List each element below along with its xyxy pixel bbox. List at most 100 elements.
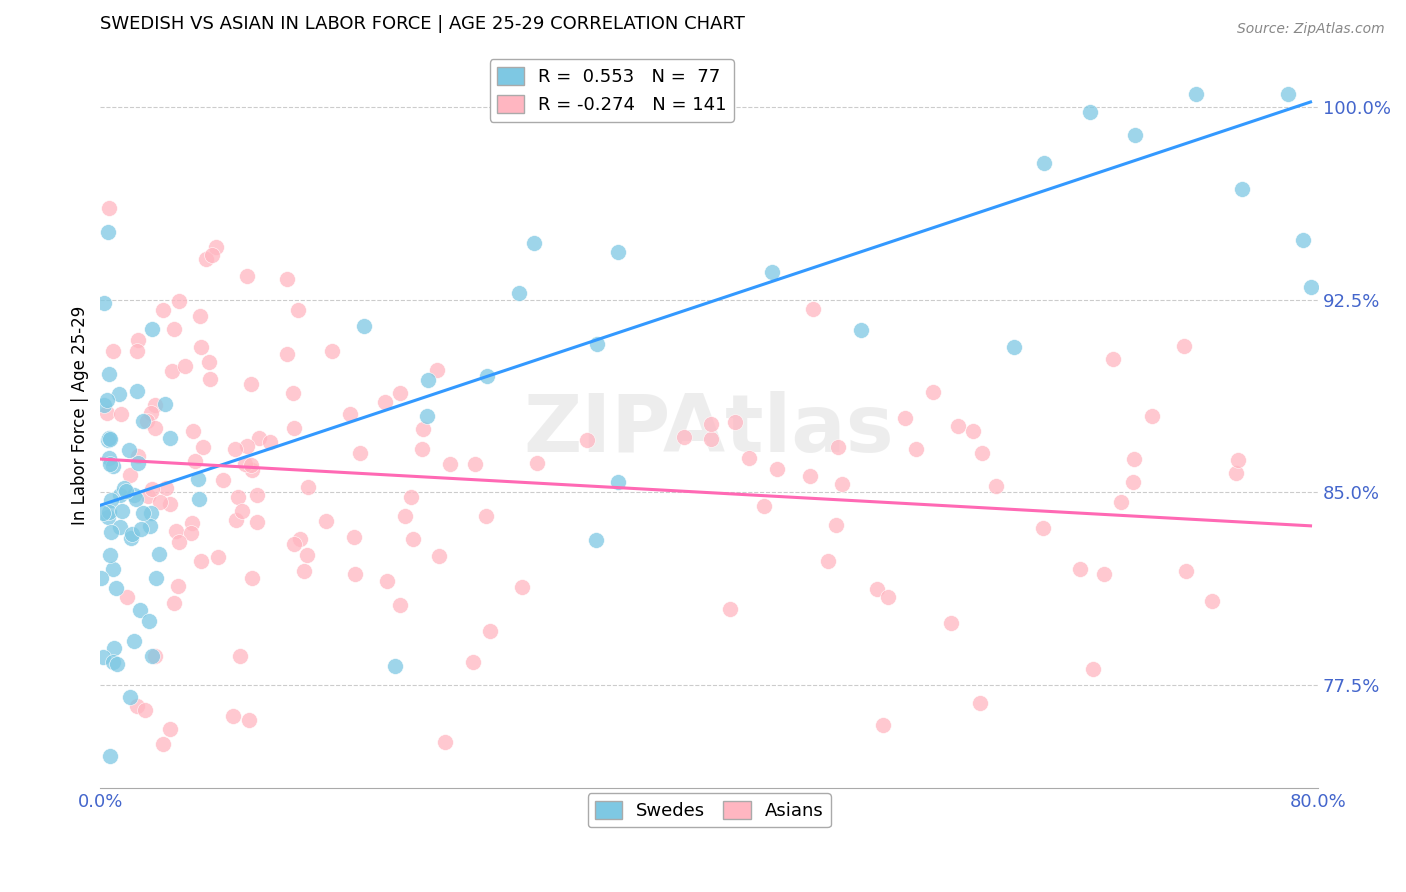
Point: [163, 596, 186, 610]
Point: [433, 734, 456, 748]
Point: [290, 533, 312, 547]
Point: [418, 373, 440, 387]
Point: [159, 431, 181, 445]
Point: [905, 442, 928, 457]
Point: [718, 602, 741, 616]
Point: [240, 376, 263, 391]
Point: [162, 322, 184, 336]
Point: [247, 431, 270, 445]
Point: [96, 434, 118, 448]
Point: [169, 534, 191, 549]
Point: [127, 384, 149, 398]
Point: [831, 477, 853, 491]
Point: [112, 481, 135, 495]
Point: [969, 696, 991, 710]
Point: [167, 294, 190, 309]
Point: [426, 362, 449, 376]
Point: [149, 494, 172, 508]
Point: [801, 301, 824, 316]
Point: [132, 506, 155, 520]
Point: [1173, 339, 1195, 353]
Point: [98, 749, 121, 764]
Y-axis label: In Labor Force | Age 25-29: In Labor Force | Age 25-29: [72, 306, 89, 525]
Point: [90, 571, 112, 585]
Point: [586, 336, 609, 351]
Point: [111, 504, 134, 518]
Point: [240, 571, 263, 585]
Point: [191, 440, 214, 454]
Point: [388, 599, 411, 613]
Point: [139, 506, 162, 520]
Point: [399, 490, 422, 504]
Point: [141, 406, 163, 420]
Point: [181, 516, 204, 530]
Legend: Swedes, Asians: Swedes, Asians: [588, 794, 831, 827]
Point: [127, 450, 149, 464]
Point: [121, 527, 143, 541]
Point: [941, 615, 963, 630]
Point: [141, 322, 163, 336]
Point: [315, 514, 337, 528]
Point: [141, 649, 163, 664]
Point: [100, 433, 122, 447]
Point: [416, 409, 439, 423]
Point: [228, 490, 250, 504]
Point: [238, 714, 260, 728]
Point: [129, 522, 152, 536]
Point: [98, 431, 121, 445]
Point: [1185, 87, 1208, 102]
Point: [866, 582, 889, 596]
Point: [152, 737, 174, 751]
Point: [477, 369, 499, 384]
Point: [1123, 452, 1146, 467]
Point: [1140, 409, 1163, 424]
Point: [239, 458, 262, 472]
Point: [281, 386, 304, 401]
Point: [1226, 453, 1249, 467]
Point: [824, 518, 846, 533]
Point: [463, 656, 485, 670]
Point: [127, 456, 149, 470]
Point: [412, 422, 434, 436]
Point: [236, 269, 259, 284]
Point: [827, 440, 849, 454]
Point: [120, 690, 142, 705]
Point: [184, 454, 207, 468]
Point: [1069, 562, 1091, 576]
Point: [160, 364, 183, 378]
Point: [606, 475, 628, 490]
Point: [877, 590, 900, 604]
Point: [972, 446, 994, 460]
Point: [922, 384, 945, 399]
Point: [724, 415, 747, 429]
Point: [575, 433, 598, 447]
Point: [91, 650, 114, 665]
Point: [122, 634, 145, 648]
Point: [375, 574, 398, 589]
Point: [699, 432, 721, 446]
Point: [110, 408, 132, 422]
Point: [128, 603, 150, 617]
Point: [101, 655, 124, 669]
Point: [122, 488, 145, 502]
Point: [526, 456, 548, 470]
Point: [190, 341, 212, 355]
Point: [240, 463, 263, 477]
Point: [276, 272, 298, 286]
Point: [233, 457, 256, 471]
Point: [180, 526, 202, 541]
Point: [1122, 475, 1144, 490]
Point: [135, 414, 157, 428]
Point: [100, 524, 122, 539]
Point: [152, 302, 174, 317]
Point: [607, 245, 630, 260]
Point: [207, 549, 229, 564]
Point: [394, 509, 416, 524]
Point: [212, 473, 235, 487]
Point: [104, 581, 127, 595]
Point: [96, 406, 118, 420]
Point: [204, 240, 226, 254]
Point: [98, 505, 121, 519]
Point: [134, 703, 156, 717]
Point: [187, 472, 209, 486]
